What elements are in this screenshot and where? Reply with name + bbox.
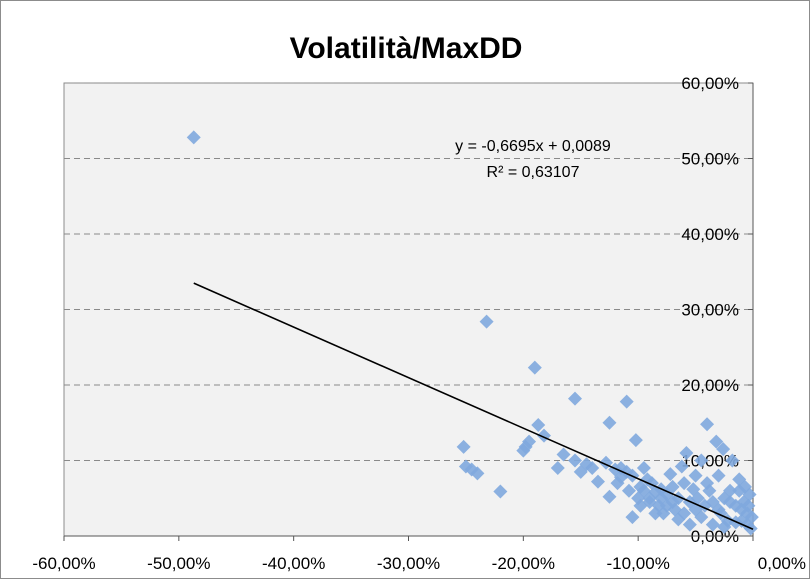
- data-point: [633, 498, 648, 513]
- data-point: [723, 483, 738, 498]
- trendline-r-squared: R² = 0,63107: [487, 164, 580, 181]
- data-point: [493, 484, 508, 499]
- data-point: [663, 467, 678, 482]
- data-point: [531, 418, 546, 433]
- data-point: [602, 489, 617, 504]
- x-tick-label: -40,00%: [262, 554, 325, 573]
- data-point: [711, 468, 726, 483]
- chart-title: Volatilità/MaxDD: [290, 32, 523, 65]
- y-tick-label: 30,00%: [681, 301, 739, 320]
- data-point: [674, 459, 689, 474]
- trendline-group: [193, 282, 754, 531]
- data-point: [186, 130, 201, 145]
- data-point: [527, 360, 542, 375]
- data-point: [610, 476, 625, 491]
- data-point: [642, 491, 657, 506]
- y-tick-label: 60,00%: [681, 74, 739, 93]
- trendline: [193, 282, 754, 531]
- data-point: [613, 461, 628, 476]
- x-tick-label: -60,00%: [32, 554, 95, 573]
- data-point: [737, 479, 752, 494]
- data-point: [725, 453, 740, 468]
- data-point: [665, 479, 680, 494]
- data-point: [648, 506, 663, 521]
- data-point: [679, 445, 694, 460]
- data-point: [550, 461, 565, 476]
- x-tick-label: 0,00%: [758, 554, 806, 573]
- data-point: [659, 498, 674, 513]
- data-point: [602, 415, 617, 430]
- x-tick-label: -30,00%: [377, 554, 440, 573]
- data-point: [625, 510, 640, 525]
- data-point: [688, 468, 703, 483]
- data-point: [619, 394, 634, 409]
- data-point: [636, 461, 651, 476]
- data-point: [621, 483, 636, 498]
- data-point: [568, 391, 583, 406]
- data-point: [671, 512, 686, 527]
- data-point: [456, 439, 471, 454]
- gridlines: [64, 82, 753, 461]
- y-tick-label: 20,00%: [681, 376, 739, 395]
- data-point: [723, 495, 738, 510]
- x-tick-label: -10,00%: [607, 554, 670, 573]
- data-point: [709, 434, 724, 449]
- data-point: [585, 461, 600, 476]
- data-point: [700, 476, 715, 491]
- data-point: [516, 443, 531, 458]
- data-point: [717, 519, 732, 534]
- data-point: [568, 453, 583, 468]
- data-point: [700, 417, 715, 432]
- data-point: [573, 464, 588, 479]
- data-point: [677, 476, 692, 491]
- data-point: [682, 517, 697, 532]
- data-point: [694, 453, 709, 468]
- data-point: [628, 433, 643, 448]
- y-tick-label: 50,00%: [681, 150, 739, 169]
- data-point: [690, 491, 705, 506]
- data-point: [741, 498, 756, 513]
- y-tick-label: 10,00%: [681, 452, 739, 471]
- data-point: [470, 466, 485, 481]
- data-point: [590, 474, 605, 489]
- x-tick-label: -50,00%: [147, 554, 210, 573]
- trendline-equation: y = -0,6695x + 0,0089: [455, 138, 611, 155]
- axes: 0,00% 10,00% 20,00% 30,00% 40,00% 50,00% 60,00…: [32, 74, 806, 573]
- y-tick-label: 40,00%: [681, 225, 739, 244]
- data-point: [705, 517, 720, 532]
- x-tick-label: -20,00%: [492, 554, 555, 573]
- data-point: [716, 442, 731, 457]
- data-point: [479, 314, 494, 329]
- data-point: [556, 447, 571, 462]
